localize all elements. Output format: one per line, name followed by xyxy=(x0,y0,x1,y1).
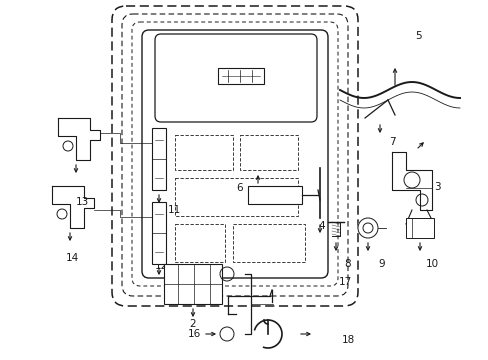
Bar xyxy=(405,218,433,238)
Text: 18: 18 xyxy=(341,335,354,345)
Bar xyxy=(152,128,165,190)
Text: 10: 10 xyxy=(425,259,438,269)
Bar xyxy=(232,224,305,262)
Bar xyxy=(175,135,232,170)
Text: 12: 12 xyxy=(154,261,167,271)
Text: 5: 5 xyxy=(414,31,421,41)
FancyBboxPatch shape xyxy=(142,30,327,278)
Bar xyxy=(175,178,297,216)
Text: 17: 17 xyxy=(338,277,351,287)
Circle shape xyxy=(403,172,419,188)
Text: 16: 16 xyxy=(187,329,201,339)
Text: 9: 9 xyxy=(378,259,385,269)
FancyBboxPatch shape xyxy=(155,34,316,122)
Text: 1: 1 xyxy=(262,53,269,63)
Text: 6: 6 xyxy=(236,183,243,193)
Text: 16: 16 xyxy=(187,269,201,279)
Text: 2: 2 xyxy=(189,319,196,329)
Text: 13: 13 xyxy=(75,197,88,207)
Text: 11: 11 xyxy=(167,205,180,215)
Bar xyxy=(175,224,224,262)
Text: 14: 14 xyxy=(65,253,79,263)
Text: 4: 4 xyxy=(318,221,325,231)
Circle shape xyxy=(357,218,377,238)
Bar xyxy=(163,264,222,304)
Text: 8: 8 xyxy=(344,259,350,269)
Text: 3: 3 xyxy=(433,182,439,192)
Text: 7: 7 xyxy=(388,137,394,147)
Text: 15: 15 xyxy=(192,295,205,305)
Bar xyxy=(240,135,297,170)
Bar xyxy=(152,202,165,264)
Bar xyxy=(247,186,302,204)
Bar xyxy=(218,68,264,84)
